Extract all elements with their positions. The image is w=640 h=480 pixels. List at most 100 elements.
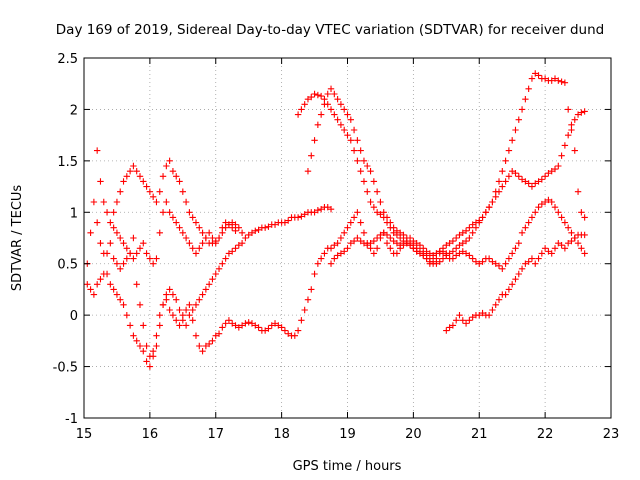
- data-point: [360, 157, 368, 165]
- data-point: [199, 239, 206, 247]
- data-point: [357, 219, 364, 226]
- data-point: [215, 330, 223, 337]
- data-point: [423, 248, 430, 255]
- data-point: [357, 237, 364, 245]
- data-point: [324, 203, 331, 211]
- data-point: [555, 162, 562, 170]
- data-point: [311, 270, 318, 278]
- data-point: [466, 252, 473, 259]
- data-point: [222, 255, 229, 262]
- data-point: [502, 260, 509, 267]
- data-point: [528, 255, 536, 262]
- data-point: [568, 229, 575, 237]
- data-point: [499, 265, 506, 273]
- data-point: [443, 327, 450, 334]
- data-point: [574, 188, 582, 195]
- x-tick-label: 15: [76, 427, 93, 442]
- data-point: [377, 198, 384, 206]
- data-point: [452, 252, 460, 259]
- y-tick-label: 2.5: [57, 52, 78, 67]
- data-point: [433, 250, 440, 257]
- data-point: [344, 245, 351, 252]
- data-point: [153, 255, 160, 262]
- data-point: [370, 250, 378, 257]
- data-point: [545, 170, 552, 177]
- data-point: [449, 322, 457, 329]
- data-point: [538, 200, 546, 208]
- data-point: [499, 183, 506, 190]
- data-point: [354, 209, 361, 216]
- data-point: [117, 265, 124, 273]
- data-point: [265, 325, 272, 332]
- data-point: [156, 311, 163, 319]
- data-point: [196, 245, 203, 252]
- data-point: [489, 198, 496, 206]
- data-point: [357, 147, 364, 154]
- data-point: [205, 281, 213, 288]
- data-point: [502, 178, 509, 185]
- data-point: [334, 239, 341, 247]
- data-point: [525, 219, 532, 226]
- data-point: [469, 229, 476, 237]
- data-point: [525, 258, 532, 265]
- data-point: [327, 106, 335, 113]
- data-point: [515, 116, 522, 123]
- data-point: [113, 229, 121, 237]
- data-point: [373, 209, 381, 216]
- data-point: [126, 250, 134, 257]
- data-point: [261, 327, 269, 334]
- data-point: [209, 275, 216, 283]
- data-point: [512, 126, 519, 134]
- data-point: [199, 347, 206, 355]
- data-point: [452, 317, 460, 324]
- data-point: [238, 322, 246, 329]
- data-point: [485, 311, 493, 319]
- data-point: [173, 219, 180, 226]
- data-point: [508, 137, 516, 144]
- data-point: [317, 206, 325, 213]
- data-point: [212, 332, 219, 339]
- data-point: [528, 183, 536, 190]
- data-point: [186, 301, 193, 309]
- data-point: [508, 281, 516, 288]
- data-point: [311, 209, 318, 216]
- data-point: [205, 229, 213, 237]
- data-point: [196, 224, 203, 231]
- data-point: [159, 301, 167, 309]
- data-point: [156, 322, 163, 329]
- data-point: [314, 91, 322, 99]
- data-point: [173, 296, 180, 303]
- data-point: [538, 250, 546, 257]
- data-point: [235, 224, 243, 231]
- data-point: [321, 250, 328, 257]
- data-point: [298, 106, 305, 113]
- data-point: [383, 231, 391, 239]
- data-point: [578, 245, 585, 252]
- data-point: [551, 203, 559, 211]
- data-point: [426, 250, 434, 257]
- data-point: [189, 245, 196, 252]
- y-axis-label: SDTVAR / TECUs: [10, 185, 25, 292]
- data-point: [255, 324, 262, 331]
- data-point: [212, 270, 219, 278]
- data-point: [169, 291, 177, 298]
- data-point: [130, 255, 137, 262]
- data-point: [532, 70, 539, 77]
- data-point: [117, 188, 124, 195]
- data-point: [443, 242, 450, 249]
- data-point: [304, 95, 312, 103]
- data-point: [485, 203, 493, 211]
- data-point: [420, 245, 427, 252]
- data-point: [133, 250, 140, 257]
- data-point: [317, 111, 325, 118]
- data-point: [482, 209, 490, 216]
- data-point: [522, 178, 529, 185]
- data-point: [449, 255, 457, 262]
- data-point: [377, 231, 384, 239]
- data-point: [133, 167, 140, 175]
- data-point: [222, 224, 229, 231]
- data-point: [275, 322, 282, 329]
- data-point: [548, 167, 555, 175]
- data-point: [317, 92, 325, 100]
- data-point: [528, 214, 536, 221]
